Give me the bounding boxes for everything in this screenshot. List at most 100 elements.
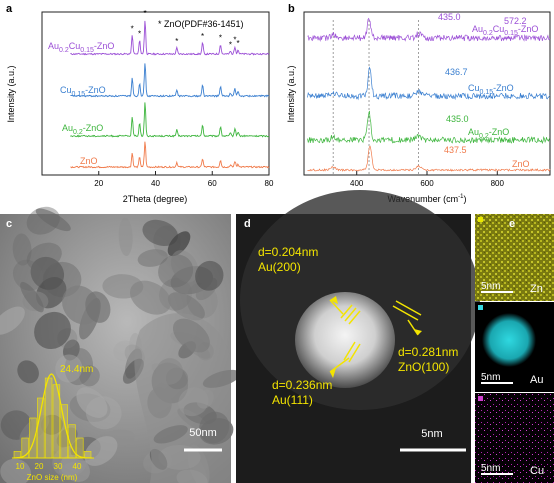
panel-b-xticks: 400 600 800 bbox=[350, 171, 505, 188]
tem-particle bbox=[0, 306, 25, 335]
annot-au200: Au(200) bbox=[258, 260, 301, 274]
a-peak-star: * bbox=[229, 40, 232, 49]
tem-shadow bbox=[134, 313, 231, 483]
tem-particle bbox=[167, 292, 205, 321]
a-series-line bbox=[70, 63, 270, 98]
a-series-line bbox=[70, 20, 270, 56]
panel-b-xlabel: Wavenumber (cm-1) bbox=[387, 194, 466, 204]
panel-a: a Intensity (a.u.) 20 40 60 80 2Theta (degr… bbox=[6, 3, 274, 204]
tem-particle bbox=[12, 259, 44, 291]
map-cu bbox=[475, 393, 554, 483]
tem-particle bbox=[55, 354, 83, 383]
b-series-line bbox=[307, 145, 551, 172]
a-peak-star: * bbox=[237, 39, 240, 48]
cu-swatch bbox=[478, 396, 483, 401]
tem-particle bbox=[56, 427, 78, 448]
tem-particle bbox=[167, 231, 191, 257]
b-series-line bbox=[307, 110, 551, 145]
tem-particle bbox=[20, 281, 44, 313]
tem-particles bbox=[0, 206, 241, 483]
tem-particle bbox=[17, 360, 39, 384]
a-peak-star: * bbox=[219, 33, 222, 42]
panel-c-letter: c bbox=[6, 218, 12, 230]
b-peak-label: 437.5 bbox=[444, 145, 467, 155]
tem-particle bbox=[35, 208, 71, 232]
a-xtick-label: 20 bbox=[94, 179, 103, 188]
tem-particle bbox=[158, 254, 194, 288]
tem-particle bbox=[79, 365, 100, 387]
a-peak-star: * bbox=[233, 36, 236, 45]
a-xtick-label: 40 bbox=[151, 179, 160, 188]
tem-particle bbox=[34, 311, 71, 350]
panel-d: d d=0.204nm Au(200) d=0.281nm ZnO(100) d… bbox=[236, 190, 480, 483]
nanoparticle bbox=[295, 292, 395, 388]
a-series-label: ZnO bbox=[80, 156, 98, 166]
panel-e-letter: e bbox=[509, 218, 515, 230]
tem-particle bbox=[26, 206, 60, 235]
a-series-label: Cu0.15-ZnO bbox=[60, 85, 106, 98]
eds-element-label: Cu bbox=[530, 465, 544, 477]
panel-a-ylabel: Intensity (a.u.) bbox=[6, 65, 16, 122]
hist-xlabel: ZnO size (nm) bbox=[27, 473, 78, 482]
tem-particle bbox=[142, 219, 178, 246]
annot-zno100: ZnO(100) bbox=[398, 360, 449, 374]
hist-bar bbox=[44, 377, 53, 459]
b-xtick-label: 600 bbox=[420, 179, 434, 188]
zn-swatch bbox=[478, 217, 483, 222]
a-peak-star: * bbox=[131, 24, 134, 33]
panel-a-xticks: 20 40 60 80 bbox=[94, 171, 274, 188]
hist-mean-label: 24.4nm bbox=[60, 364, 93, 375]
panel-a-curves bbox=[70, 20, 270, 169]
b-peak-label: 435.0 bbox=[446, 114, 469, 124]
a-xtick-label: 80 bbox=[265, 179, 274, 188]
a-series-line bbox=[70, 141, 270, 169]
panel-a-xlabel: 2Theta (degree) bbox=[123, 194, 188, 204]
panel-b-letter: b bbox=[288, 3, 295, 15]
size-histogram: 24.4nm 10 20 30 40 ZnO size (nm) bbox=[12, 364, 94, 482]
tem-particle bbox=[0, 458, 31, 483]
tem-particle bbox=[85, 396, 122, 430]
b-series-line bbox=[307, 17, 551, 42]
tem-particle bbox=[76, 387, 108, 418]
map-zn bbox=[475, 214, 554, 301]
b-series-label: ZnO bbox=[512, 159, 530, 169]
panel-c-scale-label: 50nm bbox=[189, 427, 217, 439]
hist-bar bbox=[37, 397, 45, 459]
tem-particle bbox=[85, 291, 111, 323]
tem-particle bbox=[26, 242, 62, 271]
hist-fit-curve bbox=[14, 373, 92, 459]
b-series-line bbox=[307, 66, 551, 101]
a-series-line bbox=[70, 102, 270, 138]
a-series-label: Au0.2Cu0.15-ZnO bbox=[48, 41, 114, 54]
annot-d236: d=0.236nm bbox=[272, 378, 332, 392]
au-signal bbox=[482, 313, 536, 367]
a-xtick-label: 60 bbox=[208, 179, 217, 188]
b-series-label: Cu0.15-ZnO bbox=[468, 83, 514, 96]
panel-d-letter: d bbox=[244, 218, 251, 230]
tem-particle bbox=[170, 250, 199, 283]
panel-e: e 5nm Zn 5nm Au 5nm Cu bbox=[475, 214, 554, 483]
a-peak-star: * bbox=[175, 37, 178, 46]
eds-element-label: Zn bbox=[530, 283, 543, 295]
panel-b-curves bbox=[307, 17, 551, 172]
hist-xtick: 30 bbox=[54, 462, 63, 471]
tem-particle bbox=[64, 348, 93, 386]
panel-b-ylabel: Intensity (a.u.) bbox=[286, 65, 296, 122]
panel-a-peak-markers: ***** *** * bbox=[131, 9, 240, 49]
a-peak-star: * bbox=[201, 32, 204, 41]
panel-a-legend-note: * ZnO(PDF#36-1451) bbox=[158, 19, 244, 29]
tem-particle bbox=[12, 233, 32, 266]
tem-particle bbox=[137, 249, 168, 267]
b-peak-label: 572.2 bbox=[504, 16, 527, 26]
hist-bar bbox=[83, 451, 92, 459]
hist-bar bbox=[29, 417, 37, 459]
tem-particle bbox=[129, 280, 171, 315]
tem-particle bbox=[118, 217, 133, 257]
hist-xtick: 40 bbox=[73, 462, 82, 471]
eds-scale-label: 5nm bbox=[481, 372, 500, 383]
panel-c: c 24.4nm 10 20 30 40 ZnO size (nm) 50nm bbox=[0, 206, 241, 483]
au-swatch bbox=[478, 305, 483, 310]
tem-particle bbox=[195, 260, 224, 291]
